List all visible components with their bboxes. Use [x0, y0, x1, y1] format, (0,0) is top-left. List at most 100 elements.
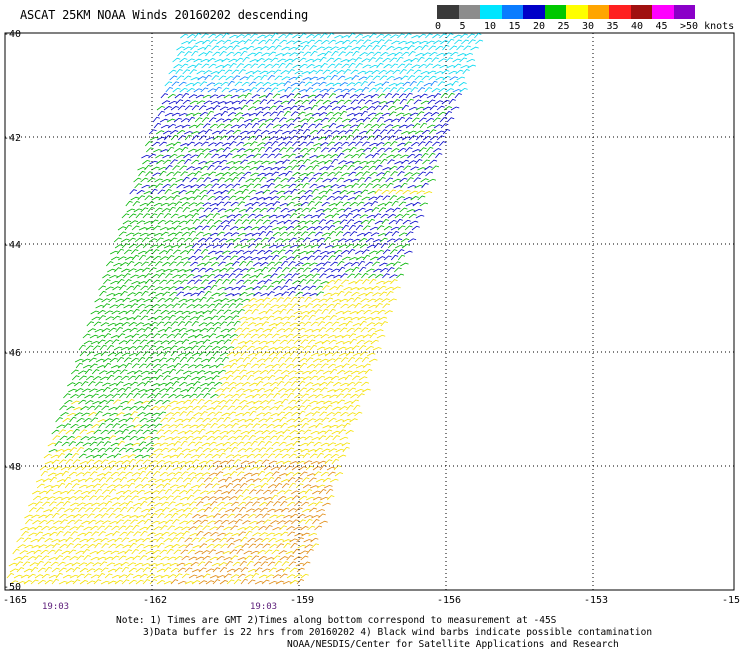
wind-barb: [330, 375, 340, 381]
wind-barb: [111, 339, 120, 345]
wind-barb: [292, 64, 301, 69]
wind-barb: [411, 35, 421, 39]
wind-barb: [251, 526, 260, 531]
wind-barb: [329, 424, 339, 429]
wind-barb: [298, 57, 307, 63]
wind-barb: [223, 94, 233, 99]
wind-barb: [290, 188, 298, 195]
wind-barb: [162, 370, 171, 375]
wind-barb: [295, 346, 304, 351]
wind-barb: [279, 416, 287, 423]
wind-barb: [90, 447, 99, 453]
wind-barb: [191, 352, 201, 357]
wind-barb: [336, 284, 344, 291]
wind-barb: [294, 70, 303, 75]
wind-barb: [191, 135, 200, 141]
wind-barb: [265, 447, 274, 453]
wind-barb: [136, 436, 146, 441]
wind-barb: [372, 129, 381, 135]
wind-barb: [131, 281, 141, 285]
wind-barb: [396, 87, 405, 93]
wind-barb: [46, 519, 55, 525]
wind-barb: [154, 286, 163, 291]
wind-barb: [127, 292, 136, 297]
wind-barb: [169, 153, 178, 159]
wind-barb: [268, 430, 277, 435]
wind-barb: [374, 220, 384, 225]
wind-barb: [357, 316, 366, 321]
wind-barb: [143, 405, 151, 411]
wind-barb: [310, 268, 319, 273]
wind-barb: [351, 345, 360, 351]
wind-barb: [166, 255, 175, 261]
wind-barb: [178, 81, 187, 87]
wind-barb: [103, 550, 113, 555]
wind-barb: [102, 466, 112, 471]
wind-barb: [117, 551, 127, 555]
wind-barb: [274, 129, 283, 135]
wind-barb: [377, 123, 386, 129]
wind-barb: [155, 292, 164, 297]
wind-barb: [367, 81, 376, 87]
wind-barb: [268, 460, 278, 465]
wind-barb: [208, 365, 218, 369]
wind-barb: [325, 297, 334, 303]
wind-barb: [313, 143, 322, 147]
wind-barb: [177, 376, 186, 381]
wind-barb: [347, 58, 356, 63]
wind-barb: [363, 39, 371, 45]
wind-barb: [119, 317, 129, 321]
wind-barb: [215, 141, 224, 147]
wind-barb: [359, 106, 369, 111]
wind-barb: [243, 118, 253, 123]
wind-barb: [141, 563, 151, 567]
wind-barb: [178, 490, 188, 495]
wind-barb: [398, 147, 407, 153]
wind-barb: [250, 440, 258, 447]
wind-barb: [235, 303, 243, 309]
wind-barb: [91, 369, 100, 375]
wind-barb: [279, 448, 289, 453]
wind-barb: [319, 382, 328, 387]
wind-barb: [194, 364, 204, 369]
wind-barb: [235, 357, 244, 363]
wind-barb: [194, 225, 203, 231]
wind-barb: [192, 218, 200, 225]
wind-barb: [288, 183, 297, 189]
wind-barb: [294, 178, 303, 183]
wind-barb: [290, 542, 298, 549]
wind-barb: [344, 401, 354, 405]
wind-barb: [366, 51, 375, 57]
wind-barb: [264, 496, 273, 501]
wind-barb: [373, 134, 382, 141]
wind-barb: [164, 544, 174, 549]
wind-barb: [415, 106, 425, 111]
wind-barb: [89, 388, 98, 393]
wind-barb: [156, 568, 166, 573]
wind-barb: [231, 100, 241, 105]
wind-barb: [215, 550, 225, 555]
wind-barb: [197, 290, 205, 297]
wind-barb: [149, 429, 158, 435]
wind-barb: [202, 417, 211, 423]
wind-barb: [406, 98, 414, 105]
wind-barb: [238, 531, 246, 537]
wind-barb: [243, 362, 252, 369]
wind-barb: [286, 231, 295, 237]
wind-barb: [223, 339, 232, 345]
wind-barb: [342, 231, 351, 237]
wind-barb: [158, 411, 167, 417]
wind-barb: [378, 285, 387, 291]
wind-barb: [282, 581, 292, 585]
wind-barb: [68, 549, 77, 555]
wind-barb: [155, 261, 163, 267]
wind-barb: [379, 237, 388, 243]
wind-barb: [232, 45, 240, 51]
wind-barb: [138, 441, 147, 447]
wind-barb: [291, 249, 300, 255]
wind-barb: [224, 394, 233, 399]
wind-barb: [268, 105, 277, 111]
wind-barb: [155, 346, 165, 351]
wind-barb: [425, 146, 434, 153]
wind-barb: [273, 285, 282, 291]
